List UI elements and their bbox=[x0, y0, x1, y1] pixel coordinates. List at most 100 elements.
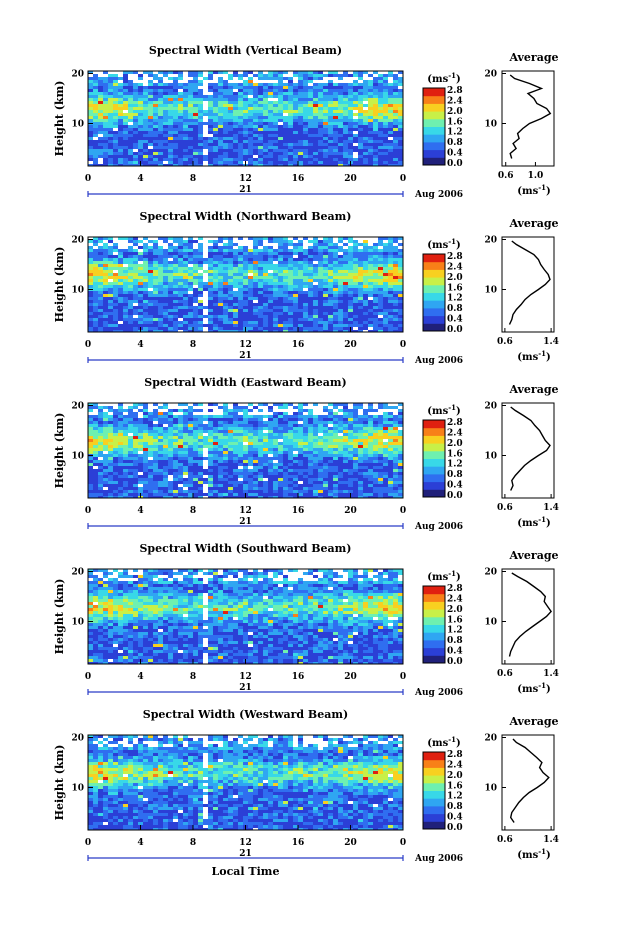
heatmap-cell bbox=[248, 448, 253, 451]
heatmap-cell bbox=[213, 149, 218, 152]
heatmap-cell bbox=[268, 137, 273, 140]
heatmap-cell bbox=[333, 137, 338, 140]
heatmap-cell bbox=[233, 427, 238, 430]
heatmap-cell bbox=[98, 267, 103, 270]
heatmap-cell bbox=[238, 155, 243, 158]
heatmap-cell bbox=[103, 113, 108, 116]
heatmap-cell bbox=[138, 318, 143, 321]
heatmap-cell bbox=[358, 101, 363, 104]
heatmap-cell bbox=[373, 149, 378, 152]
heatmap-cell bbox=[278, 134, 283, 137]
heatmap-cell bbox=[333, 71, 338, 74]
heatmap-cell bbox=[323, 116, 328, 119]
heatmap-cell bbox=[113, 95, 118, 98]
heatmap-cell bbox=[338, 143, 343, 146]
heatmap-cell bbox=[318, 161, 323, 164]
heatmap-cell bbox=[193, 255, 198, 258]
heatmap-cell bbox=[248, 71, 253, 74]
heatmap-cell bbox=[148, 101, 153, 104]
heatmap-cell bbox=[203, 113, 208, 116]
heatmap-cell bbox=[133, 318, 138, 321]
heatmap-cell bbox=[298, 264, 303, 267]
heatmap-cell bbox=[198, 487, 203, 490]
heatmap-cell bbox=[258, 285, 263, 288]
heatmap-cell bbox=[223, 327, 228, 330]
heatmap-cell bbox=[333, 297, 338, 300]
heatmap-cell bbox=[233, 155, 238, 158]
heatmap-cell bbox=[173, 270, 178, 273]
heatmap-cell bbox=[88, 294, 93, 297]
heatmap-cell bbox=[163, 252, 168, 255]
heatmap-cell bbox=[233, 137, 238, 140]
heatmap-cell bbox=[208, 324, 213, 327]
heatmap-cell bbox=[158, 451, 163, 454]
heatmap-cell bbox=[108, 427, 113, 430]
heatmap-cell bbox=[213, 279, 218, 282]
heatmap-cell bbox=[103, 285, 108, 288]
heatmap-cell bbox=[108, 415, 113, 418]
heatmap-cell bbox=[98, 282, 103, 285]
heatmap-cell bbox=[278, 149, 283, 152]
heatmap-cell bbox=[378, 83, 383, 86]
heatmap-cell bbox=[243, 475, 248, 478]
heatmap-cell bbox=[113, 249, 118, 252]
heatmap-cell bbox=[303, 315, 308, 318]
heatmap-cell bbox=[148, 267, 153, 270]
heatmap-cell bbox=[348, 315, 353, 318]
heatmap-cell bbox=[313, 258, 318, 261]
heatmap-cell bbox=[193, 252, 198, 255]
heatmap-cell bbox=[398, 252, 403, 255]
heatmap-cell bbox=[233, 406, 238, 409]
heatmap-cell bbox=[298, 131, 303, 134]
heatmap-cell bbox=[238, 309, 243, 312]
heatmap-cell bbox=[293, 107, 298, 110]
heatmap-cell bbox=[308, 321, 313, 324]
heatmap-cell bbox=[153, 469, 158, 472]
heatmap-cell bbox=[168, 306, 173, 309]
heatmap-cell bbox=[178, 71, 183, 74]
heatmap-cell bbox=[258, 164, 263, 166]
heatmap-cell bbox=[128, 143, 133, 146]
heatmap-cell bbox=[168, 113, 173, 116]
heatmap-cell bbox=[273, 484, 278, 487]
heatmap-cell bbox=[203, 436, 208, 439]
heatmap-cell bbox=[333, 146, 338, 149]
heatmap-cell bbox=[88, 149, 93, 152]
heatmap-cell bbox=[323, 282, 328, 285]
heatmap-cell bbox=[243, 95, 248, 98]
heatmap-cell bbox=[228, 294, 233, 297]
heatmap-cell bbox=[323, 270, 328, 273]
heatmap-cell bbox=[233, 472, 238, 475]
heatmap-cell bbox=[263, 110, 268, 113]
heatmap-cell bbox=[183, 469, 188, 472]
heatmap-cell bbox=[233, 140, 238, 143]
heatmap-cell bbox=[318, 74, 323, 77]
heatmap-cell bbox=[263, 309, 268, 312]
heatmap-cell bbox=[93, 469, 98, 472]
heatmap-cell bbox=[153, 424, 158, 427]
heatmap-cell bbox=[218, 469, 223, 472]
heatmap-cell bbox=[223, 315, 228, 318]
heatmap-cell bbox=[113, 279, 118, 282]
heatmap-cell bbox=[248, 291, 253, 294]
heatmap-cell bbox=[153, 285, 158, 288]
heatmap-cell bbox=[273, 403, 278, 406]
heatmap-cell bbox=[273, 315, 278, 318]
heatmap-cell bbox=[188, 448, 193, 451]
heatmap-cell bbox=[183, 496, 188, 498]
heatmap-cell bbox=[248, 122, 253, 125]
heatmap-cell bbox=[383, 288, 388, 291]
heatmap-cell bbox=[393, 273, 398, 276]
heatmap-cell bbox=[163, 294, 168, 297]
heatmap-cell bbox=[178, 74, 183, 77]
heatmap-cell bbox=[163, 155, 168, 158]
heatmap-cell bbox=[193, 454, 198, 457]
heatmap-cell bbox=[158, 258, 163, 261]
heatmap-cell bbox=[268, 158, 273, 161]
heatmap-cell bbox=[348, 300, 353, 303]
heatmap-cell bbox=[283, 83, 288, 86]
heatmap-cell bbox=[398, 264, 403, 267]
heatmap-cell bbox=[213, 327, 218, 330]
heatmap-cell bbox=[128, 288, 133, 291]
heatmap-cell bbox=[163, 270, 168, 273]
